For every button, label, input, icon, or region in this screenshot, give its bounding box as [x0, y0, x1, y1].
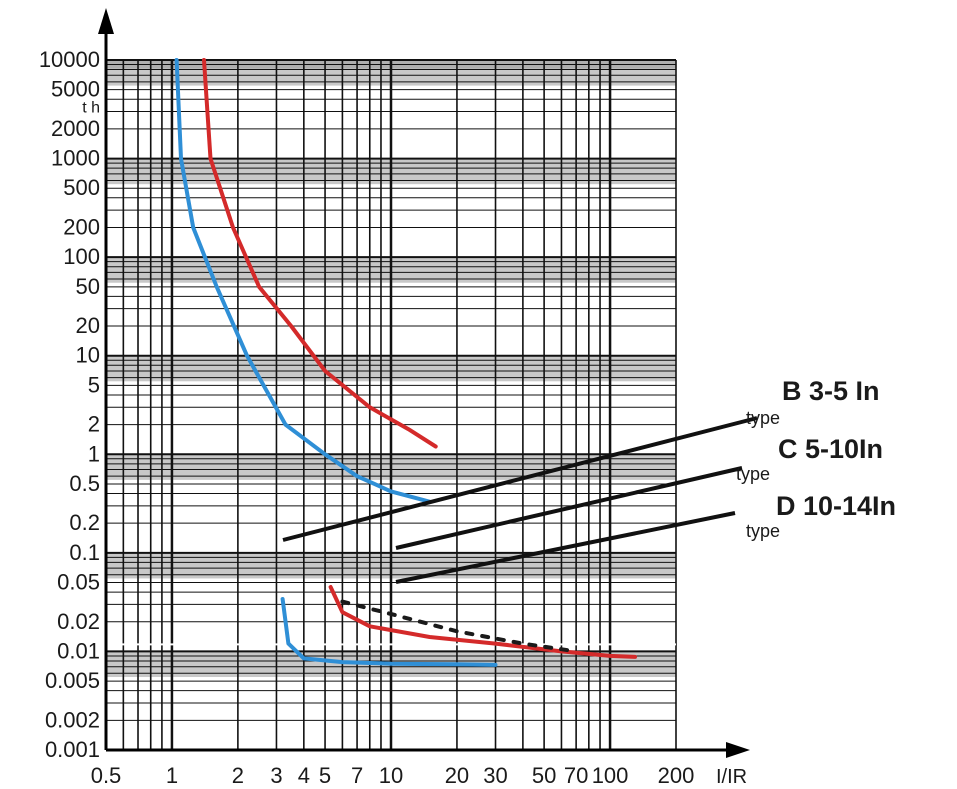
y-tick-label: 0.05 — [57, 570, 100, 595]
x-tick-label: 2 — [232, 763, 244, 788]
y-tick-label: 0.02 — [57, 609, 100, 634]
legend-label-2: D 10-14In — [776, 491, 896, 521]
y-tick-label: 0.001 — [45, 737, 100, 762]
y-tick-label: 0.01 — [57, 638, 100, 663]
legend-label-0: B 3-5 In — [782, 376, 880, 406]
x-tick-label: 70 — [564, 763, 588, 788]
x-tick-label: 30 — [483, 763, 507, 788]
series-line-0 — [174, 58, 432, 504]
y-tick-label: 5000 — [51, 77, 100, 102]
y-axis-arrow — [98, 8, 114, 34]
y-tick-label: 1000 — [51, 146, 100, 171]
leader-line-0 — [282, 416, 758, 542]
y-tick-label: 100 — [63, 244, 100, 269]
x-tick-label: 7 — [351, 763, 363, 788]
x-tick-label: 200 — [658, 763, 695, 788]
y-tick-label: 0.1 — [69, 540, 100, 565]
y-tick-label: 0.005 — [45, 668, 100, 693]
y-tick-label: 2000 — [51, 116, 100, 141]
x-tick-label: 3 — [270, 763, 282, 788]
x-tick-label: 0.5 — [91, 763, 122, 788]
leader-line-2 — [395, 511, 736, 584]
x-axis-label: I/IR — [716, 766, 747, 788]
series-line-1 — [280, 597, 498, 667]
y-tick-label: 1 — [88, 441, 100, 466]
x-tick-label: 50 — [532, 763, 556, 788]
x-tick-label: 10 — [379, 763, 403, 788]
axes — [98, 8, 750, 758]
leader-line-1 — [395, 466, 743, 550]
x-tick-label: 4 — [298, 763, 310, 788]
tick-labels: 100005000200010005002001005020105210.50.… — [39, 47, 747, 788]
x-tick-label: 1 — [166, 763, 178, 788]
curves — [174, 58, 637, 667]
legend-sub-2: type — [746, 521, 780, 541]
y-tick-label: 0.002 — [45, 707, 100, 732]
series-line-2 — [202, 58, 438, 449]
y-tick-label: 2 — [88, 412, 100, 437]
y-tick-label: 20 — [76, 313, 100, 338]
x-tick-label: 100 — [592, 763, 629, 788]
y-tick-label: 10000 — [39, 47, 100, 72]
x-tick-label: 5 — [319, 763, 331, 788]
y-tick-label: 500 — [63, 175, 100, 200]
x-axis-arrow — [726, 742, 750, 758]
legend-sub-1: type — [736, 464, 770, 484]
y-tick-label: 10 — [76, 343, 100, 368]
series-line-4 — [340, 599, 579, 654]
legend-label-1: C 5-10In — [778, 434, 883, 464]
y-tick-label: 50 — [76, 274, 100, 299]
series-line-3 — [328, 585, 637, 659]
legend-leader-lines — [282, 416, 758, 584]
legend-sub-0: type — [746, 408, 780, 428]
y-tick-label: 0.5 — [69, 471, 100, 496]
x-tick-label: 20 — [445, 763, 469, 788]
y-tick-label: 5 — [88, 372, 100, 397]
y-tick-label: 200 — [63, 214, 100, 239]
y-axis-label: t h — [82, 99, 100, 116]
y-tick-label: 0.2 — [69, 510, 100, 535]
